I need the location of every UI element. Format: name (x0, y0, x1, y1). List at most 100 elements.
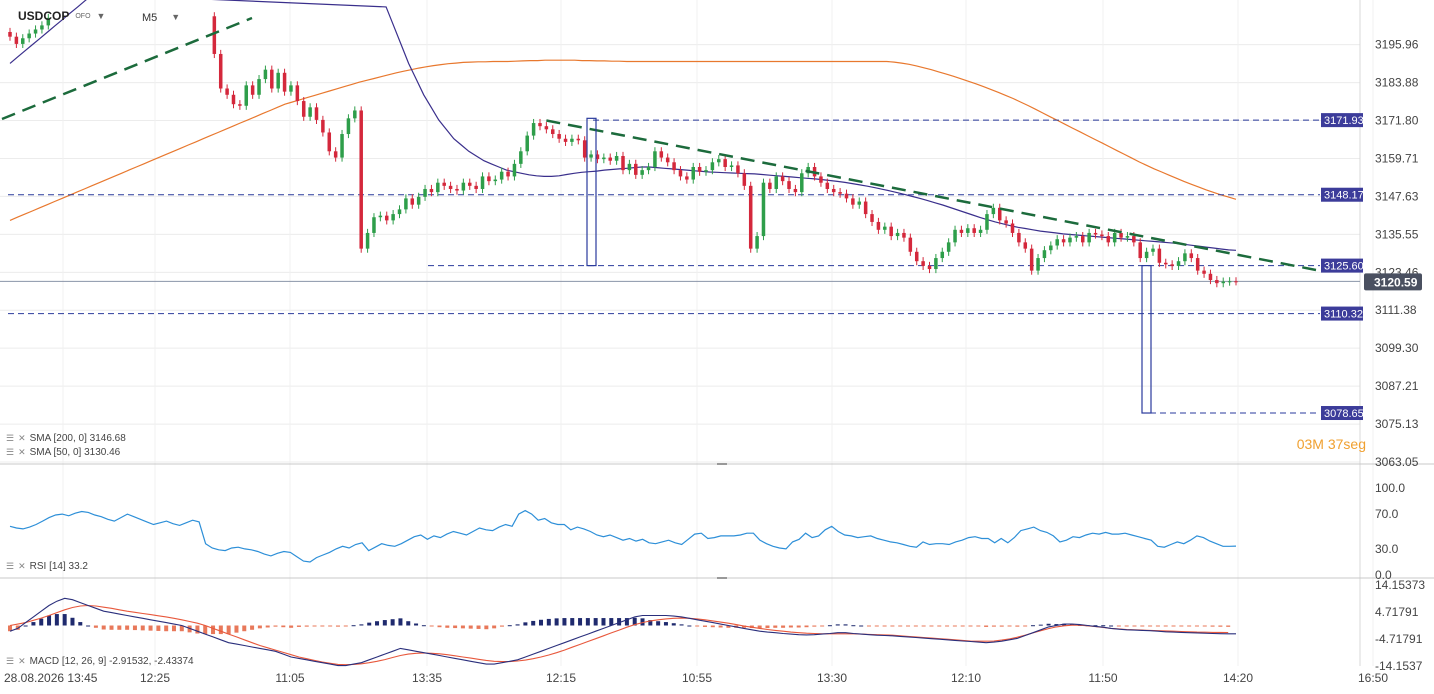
macd-histogram-bar (999, 625, 1004, 627)
candle-body (927, 265, 932, 270)
candle-body (257, 79, 261, 95)
x-tick-label: 11:50 (1088, 671, 1117, 685)
macd-histogram-bar (523, 622, 528, 626)
settings-icon[interactable]: ☰ (6, 447, 15, 457)
macd-histogram-bar (1163, 625, 1168, 627)
candle-body (761, 182, 766, 237)
candle-body (244, 85, 249, 106)
candle-body (582, 140, 587, 158)
price-tag-bg (1364, 273, 1422, 291)
candle (959, 225, 964, 238)
macd-histogram-bar (242, 625, 247, 632)
candle (1195, 253, 1200, 275)
macd-histogram-bar (1015, 625, 1020, 627)
candle-body (672, 162, 676, 171)
macd-histogram-bar (679, 624, 684, 626)
macd-histogram-bar (23, 625, 28, 627)
macd-histogram-bar (367, 622, 372, 626)
indicator-macd[interactable]: ☰ ✕ MACD [12, 26, 9] -2.91532, -2.43374 (6, 656, 194, 667)
macd-histogram-bar (156, 625, 161, 631)
candle-body (1112, 232, 1117, 243)
macd-histogram-bar (507, 625, 512, 627)
macd-histogram-bar (937, 625, 942, 627)
macd-histogram-bar (1202, 625, 1207, 627)
candle (480, 172, 485, 194)
level-tag: 3148.17 (1321, 187, 1364, 202)
level-tag: 3078.65 (1321, 406, 1364, 421)
x-tick-label: 14:20 (1223, 671, 1253, 685)
macd-histogram-bar (890, 625, 895, 627)
candle (1023, 238, 1028, 253)
candle (665, 153, 670, 167)
candle-body (659, 151, 664, 158)
candle (627, 159, 632, 175)
candle (570, 134, 574, 146)
level-box (586, 117, 597, 267)
close-icon[interactable]: ✕ (18, 656, 26, 666)
candle (640, 166, 644, 179)
settings-icon[interactable]: ☰ (6, 433, 15, 443)
x-tick-label: 11:05 (275, 671, 304, 685)
candle (1080, 231, 1085, 247)
candle-body (1151, 248, 1155, 252)
candle (14, 32, 19, 48)
candle-body (966, 228, 970, 233)
candle (1144, 247, 1149, 263)
macd-histogram-bar (382, 620, 387, 626)
candle (927, 261, 932, 274)
candle-body (1068, 237, 1072, 243)
indicator-sma200[interactable]: ☰ ✕ SMA [200, 0] 3146.68 (6, 433, 126, 444)
candle (1125, 231, 1130, 242)
macd-histogram-bar (601, 618, 606, 626)
candle (1093, 228, 1098, 239)
candle (321, 115, 325, 137)
candle (838, 188, 842, 198)
candle (1087, 228, 1091, 247)
candle-body (825, 182, 830, 189)
indicator-sma50[interactable]: ☰ ✕ SMA [50, 0] 3130.46 (6, 447, 120, 458)
macd-histogram-bar (140, 625, 145, 631)
settings-icon[interactable]: ☰ (6, 656, 15, 666)
symbol-header[interactable]: USDCOP OFO ▼ (18, 9, 105, 23)
macd-histogram-bar (1140, 625, 1145, 627)
candle-body (1157, 248, 1162, 263)
macd-histogram-bar (609, 618, 614, 626)
settings-icon[interactable]: ☰ (6, 561, 15, 571)
macd-histogram-bar (304, 625, 309, 627)
macd-pane: 14.15373 4.71791 -4.71791 -14.1537 (8, 578, 1425, 673)
candle-body (538, 123, 542, 127)
candle (1100, 230, 1104, 241)
candle-body (27, 33, 31, 39)
candle (372, 213, 376, 238)
candle (978, 225, 983, 238)
candle-body (589, 154, 593, 158)
candle (270, 65, 274, 93)
macd-histogram-bar (437, 625, 442, 628)
x-tick-label: 12:25 (140, 671, 170, 685)
candle-body (467, 182, 472, 186)
macd-histogram-bar (226, 625, 231, 635)
candle (914, 247, 919, 266)
candle-body (972, 228, 976, 233)
timeframe-selector[interactable]: M5 ▼ (142, 12, 180, 24)
macd-histogram-bar (702, 625, 707, 627)
trend-line (546, 119, 1317, 272)
chevron-down-icon[interactable]: ▼ (96, 11, 106, 21)
indicator-rsi[interactable]: ☰ ✕ RSI [14] 33.2 (6, 561, 88, 572)
candle (512, 159, 517, 181)
close-icon[interactable]: ✕ (18, 561, 26, 571)
chevron-down-icon[interactable]: ▼ (171, 12, 181, 22)
candle (429, 184, 434, 197)
macd-histogram-bar (671, 623, 676, 626)
candle-body (819, 176, 823, 183)
candle (1221, 277, 1225, 288)
close-icon[interactable]: ✕ (18, 447, 26, 457)
candle (1208, 269, 1213, 285)
level-boxes (586, 117, 1152, 414)
macd-histogram-bar (117, 625, 122, 630)
macd-histogram-bar (1218, 625, 1223, 627)
close-icon[interactable]: ✕ (18, 433, 26, 443)
trend-lines (1, 16, 1317, 272)
candle-body (218, 53, 223, 89)
